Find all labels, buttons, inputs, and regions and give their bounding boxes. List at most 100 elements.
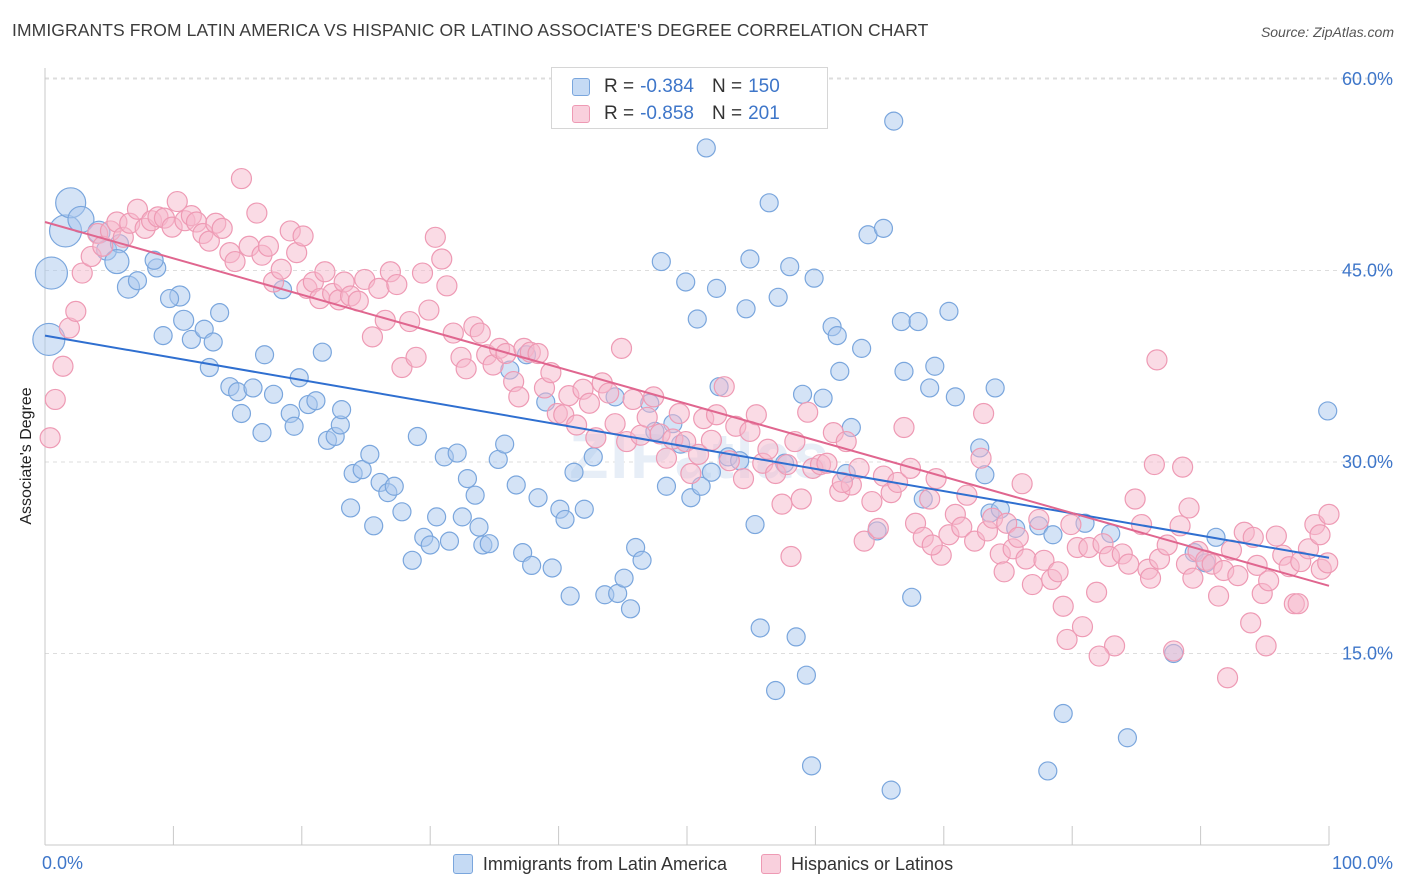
pink-point [1103,635,1126,657]
pink-point [314,261,336,283]
pink-point [1085,581,1108,603]
blue-point [479,534,499,554]
pink-point [622,388,644,411]
trend-layer [44,221,1330,587]
y-axis-title: Associate's Degree [18,387,35,525]
pink-point [970,447,992,469]
pink-point [919,488,941,510]
pink-point [1071,616,1094,638]
blue-point [564,462,584,482]
pink-point [166,190,188,213]
blue-point [199,357,219,378]
blue-point [306,391,326,411]
blue-point [231,403,252,424]
pink-point [1317,552,1339,574]
legend-row-blue: R = -0.384 N = 150 [572,75,780,99]
blue-point [620,599,641,619]
blue-point [908,311,928,332]
legend-r-label: R = [604,103,635,124]
pink-point [700,429,722,451]
pink-point [1287,593,1309,615]
blue-point [750,618,770,638]
pink-point [1240,612,1262,634]
blue-point [902,587,922,607]
pink-points-layer [39,167,1340,689]
pink-point [636,406,658,428]
pink-point [610,337,633,359]
blue-point [687,309,707,329]
pink-point [442,322,464,344]
pink-point [816,452,838,474]
blue-point [804,268,824,288]
legend-swatch-pink [572,105,590,123]
pink-point [1052,595,1074,617]
axis-layer [44,68,1330,846]
blue-point [312,342,332,362]
blue-point [656,476,677,496]
pink-point [861,490,883,513]
legend-swatch-blue [572,78,590,96]
correlation-legend: R = -0.384 N = 150 R = -0.858 N = 201 [551,67,828,129]
legend-r-label: R = [604,76,635,97]
pink-point [361,326,384,348]
blue-point [745,514,765,535]
blue-point [506,475,526,495]
legend-swatch-pink [760,854,781,874]
y-tick-label: 45.0% [1342,261,1393,281]
pink-point [1309,524,1331,546]
series-legend: Immigrants from Latin America Hispanics … [0,852,1406,876]
pink-point [680,462,702,485]
y-tick-label: 30.0% [1342,452,1393,472]
pink-point [508,386,530,408]
pink-point [831,471,853,494]
blue-point [1053,703,1073,724]
pink-point [39,427,61,449]
pink-point [790,488,812,510]
blue-point [447,443,467,463]
pink-point [848,457,870,479]
pink-point [604,413,626,435]
blue-point [891,311,912,332]
blue-point [813,388,833,408]
source-note: Source: ZipAtlas.com [1260,24,1394,40]
legend-swatch-blue [452,854,473,874]
blue-point [1117,728,1138,748]
blue-point [1038,761,1058,781]
blue-point [651,251,671,272]
pink-point [899,457,922,479]
pink-point [757,438,779,460]
pink-point [1182,567,1204,589]
blue-point [939,301,959,321]
pink-point [565,414,588,436]
pink-point [230,167,253,190]
pink-point [44,388,66,411]
blue-point [786,627,806,647]
pink-point [1033,549,1055,571]
blue-point [181,329,201,350]
blue-point [465,485,485,505]
blue-point [881,780,901,800]
blue-point [801,756,822,776]
pink-point [973,402,995,425]
pink-point [1088,645,1110,667]
blue-point [759,193,779,213]
blue-point [452,507,472,527]
legend-label: Hispanics or Latinos [790,853,954,874]
blue-point [555,509,575,530]
blue-trend-line [44,334,1330,559]
pink-point [455,358,477,380]
blue-point [676,272,696,292]
legend-item-hispanics: Hispanics or Latinos [760,853,954,875]
pink-point [52,355,74,377]
blue-point [894,361,914,381]
pink-point [1318,503,1340,525]
blue-point [696,138,716,158]
blue-point [159,288,180,309]
blue-point [384,476,404,496]
pink-point [1178,497,1200,519]
pink-point [211,217,233,239]
blue-point [873,218,894,238]
pink-point [270,258,292,280]
blue-point [284,416,304,436]
pink-point [1265,525,1287,547]
